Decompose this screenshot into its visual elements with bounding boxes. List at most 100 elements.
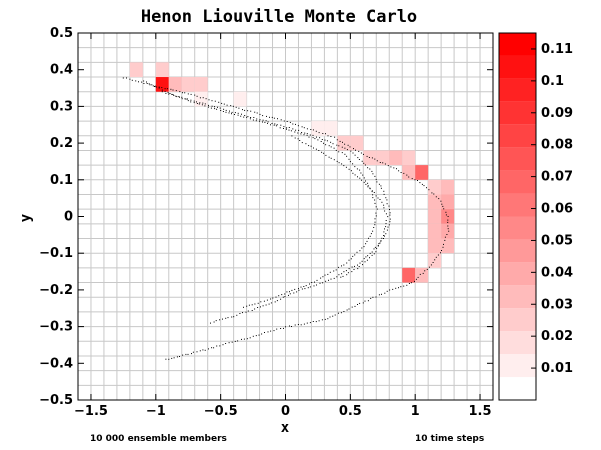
scatter-point — [152, 85, 154, 87]
scatter-point — [316, 136, 317, 138]
scatter-point — [383, 193, 385, 195]
scatter-point — [216, 345, 218, 347]
scatter-point — [386, 290, 388, 292]
scatter-point — [230, 105, 232, 107]
y-tick-label: 0 — [64, 210, 73, 225]
scatter-point — [185, 98, 187, 100]
heatmap-cell — [415, 165, 429, 180]
scatter-point — [346, 149, 348, 151]
scatter-point — [213, 321, 215, 323]
scatter-point — [294, 137, 296, 139]
scatter-point — [383, 190, 385, 192]
scatter-point — [309, 322, 311, 324]
scatter-point — [187, 100, 189, 102]
scatter-point — [167, 92, 169, 94]
heatmap-cell — [324, 121, 338, 136]
scatter-point — [248, 304, 250, 306]
scatter-point — [315, 130, 317, 132]
colorbar-tick-label: 0.08 — [541, 138, 573, 153]
y-tick-label: 0.1 — [50, 173, 73, 188]
scatter-point — [254, 308, 256, 310]
scatter-point — [187, 98, 188, 100]
scatter-point — [447, 228, 449, 230]
scatter-point — [196, 103, 198, 104]
scatter-point — [437, 254, 439, 256]
heatmap-cell — [441, 238, 455, 254]
colorbar-segment — [499, 216, 536, 240]
scatter-point — [378, 294, 380, 296]
scatter-point — [289, 121, 291, 123]
scatter-point — [155, 86, 157, 88]
scatter-point — [323, 142, 324, 144]
scatter-point — [245, 311, 247, 313]
scatter-point — [377, 244, 379, 246]
scatter-point — [322, 276, 324, 278]
scatter-point — [373, 192, 375, 193]
scatter-point — [158, 87, 160, 89]
scatter-point — [312, 129, 314, 131]
scatter-point — [204, 103, 206, 105]
scatter-point — [406, 284, 408, 286]
scatter-point — [274, 301, 276, 303]
scatter-point — [386, 199, 388, 201]
scatter-point — [385, 220, 387, 221]
scatter-point — [283, 120, 285, 122]
scatter-point — [360, 172, 362, 174]
scatter-point — [369, 168, 371, 170]
scatter-point — [273, 117, 275, 119]
scatter-point — [441, 250, 442, 251]
scatter-point — [374, 224, 376, 226]
scatter-point — [251, 304, 253, 306]
scatter-point — [280, 328, 282, 329]
scatter-point — [367, 185, 369, 187]
scatter-point — [328, 156, 330, 158]
scatter-point — [225, 317, 227, 319]
scatter-point — [216, 108, 218, 110]
scatter-point — [344, 143, 346, 145]
scatter-point — [408, 176, 410, 178]
scatter-point — [328, 145, 330, 147]
scatter-point — [214, 106, 215, 108]
scatter-point — [343, 311, 345, 312]
scatter-point — [313, 285, 315, 287]
scatter-point — [333, 270, 335, 272]
scatter-point — [202, 349, 204, 351]
scatter-point — [447, 221, 449, 223]
scatter-point — [369, 235, 371, 237]
scatter-point — [428, 266, 430, 268]
scatter-point — [348, 168, 350, 170]
colorbar-segment — [499, 124, 536, 148]
scatter-point — [298, 288, 299, 290]
scatter-point — [317, 139, 319, 141]
scatter-point — [255, 335, 257, 337]
scatter-point — [262, 115, 264, 117]
scatter-point — [318, 320, 320, 322]
scatter-point — [388, 205, 390, 207]
scatter-point — [243, 116, 245, 118]
scatter-point — [223, 108, 225, 110]
scatter-point — [257, 307, 259, 308]
scatter-point — [440, 252, 441, 254]
scatter-point — [214, 100, 216, 102]
scatter-point — [238, 107, 240, 109]
colorbar-tick-label: 0.01 — [541, 361, 573, 376]
scatter-point — [387, 216, 389, 218]
scatter-point — [384, 210, 386, 212]
scatter-point — [363, 246, 365, 248]
scatter-point — [259, 113, 261, 115]
scatter-point — [390, 166, 392, 168]
scatter-point — [243, 338, 245, 340]
x-tick-label: 0.5 — [339, 404, 362, 419]
colorbar-segment — [499, 78, 536, 102]
scatter-point — [288, 294, 289, 296]
scatter-point — [264, 121, 266, 123]
scatter-point — [389, 289, 391, 291]
scatter-point — [172, 89, 174, 91]
scatter-point — [262, 305, 264, 307]
scatter-point — [304, 288, 306, 290]
scatter-point — [199, 350, 201, 352]
scatter-point — [280, 298, 282, 300]
scatter-point — [286, 121, 288, 122]
colorbar-tick-label: 0.07 — [541, 170, 573, 185]
scatter-point — [131, 79, 133, 81]
